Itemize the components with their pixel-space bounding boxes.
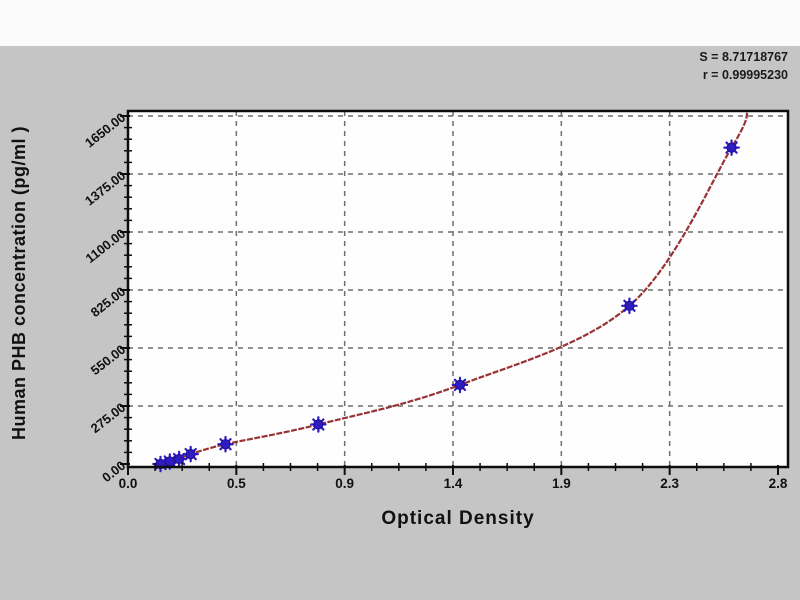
top-white-strip: [0, 0, 800, 46]
x-tick-label: 0.0: [118, 476, 138, 491]
x-axis-title: Optical Density: [381, 508, 535, 529]
data-point-marker: [310, 416, 327, 433]
data-point-marker: [621, 297, 638, 315]
fit-statistics: S = 8.71718767 r = 0.99995230: [699, 48, 788, 84]
x-tick-label: 1.9: [551, 476, 571, 491]
x-tick-label: 0.5: [226, 476, 246, 491]
data-point-marker: [217, 435, 234, 453]
x-tick-label: 2.8: [768, 476, 788, 491]
plot-area: [128, 111, 788, 467]
stat-correlation: r = 0.99995230: [702, 68, 788, 82]
x-tick-label: 1.4: [443, 476, 463, 491]
x-tick-label: 0.9: [335, 476, 355, 491]
stat-standard-error: S = 8.71718767: [699, 50, 788, 64]
data-point-marker: [723, 139, 740, 156]
x-tick-label: 2.3: [660, 476, 680, 491]
data-point-marker: [451, 376, 469, 394]
data-point-marker: [182, 445, 199, 463]
